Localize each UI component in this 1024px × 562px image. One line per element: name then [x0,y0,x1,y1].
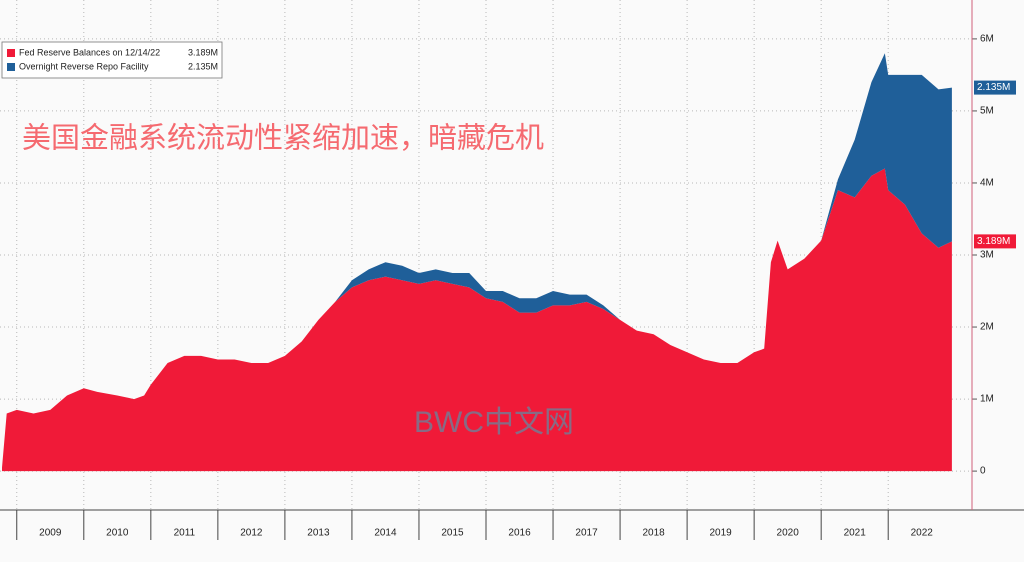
x-tick-label: 2015 [441,528,464,539]
legend: Fed Reserve Balances on 12/14/22 3.189M Ov… [1,41,223,79]
legend-swatch [7,49,15,57]
plot-area [2,53,952,472]
y-tick-label: 0 [980,466,986,477]
y-tick-label: 6M [980,34,994,45]
x-tick-label: 2016 [508,528,531,539]
y-tick-label: 3M [980,250,994,261]
x-tick-label: 2014 [374,528,397,539]
watermark: BWC中文网 [414,406,574,439]
legend-box [1,41,223,79]
y-tick-label: 5M [980,106,994,117]
legend-swatch [7,63,15,71]
value-label: 2.135M [977,82,1010,93]
x-tick-label: 2017 [575,528,598,539]
legend-label: Overnight Reverse Repo Facility [19,61,149,71]
value-label: 3.189M [977,236,1010,247]
x-tick-label: 2013 [307,528,330,539]
y-tick-label: 2M [980,322,994,333]
value-badge [974,234,1016,249]
x-tick-label: 2022 [911,528,934,539]
legend-label: Fed Reserve Balances on 12/14/22 [19,47,160,57]
x-tick-label: 2020 [777,528,800,539]
legend-value: 2.135M [188,61,218,71]
legend-value: 3.189M [188,47,218,57]
chart-title: 美国金融系统流动性紧缩加速，暗藏危机 [22,122,544,155]
x-tick-label: 2012 [240,528,263,539]
x-tick-label: 2018 [642,528,665,539]
y-tick-label: 1M [980,394,994,405]
axes: 0 1M 2M 3M 4M 5M 6M 2009 2010 2011 2012 2013 2014 201… [0,0,1024,540]
x-tick-label: 2021 [844,528,867,539]
x-tick-label: 2011 [174,528,196,539]
area [2,168,952,472]
value-badge [974,80,1016,95]
x-tick-label: 2010 [106,528,129,539]
x-tick-label: 2019 [709,528,732,539]
x-tick-label: 2009 [39,528,62,539]
y-tick-label: 4M [980,178,994,189]
